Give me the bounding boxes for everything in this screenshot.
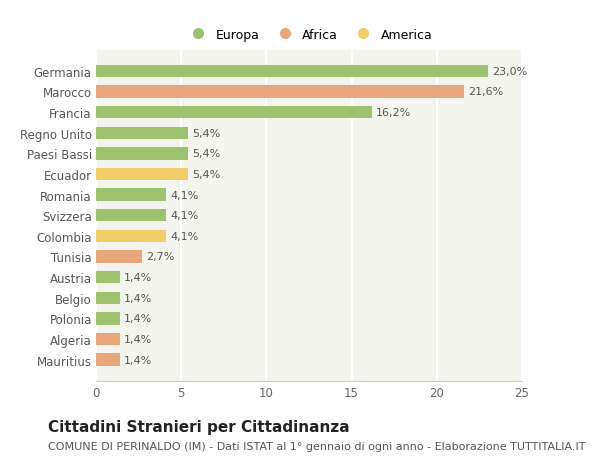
Bar (96, 230, 166, 242)
Bar (96, 66, 488, 78)
Bar (96, 333, 120, 345)
Text: 2,7%: 2,7% (146, 252, 175, 262)
Bar (96, 353, 120, 366)
Text: 1,4%: 1,4% (124, 273, 152, 282)
Text: 5,4%: 5,4% (192, 129, 221, 139)
Text: 1,4%: 1,4% (124, 313, 152, 324)
Text: 5,4%: 5,4% (192, 149, 221, 159)
Bar (96, 106, 372, 119)
Text: Cittadini Stranieri per Cittadinanza: Cittadini Stranieri per Cittadinanza (48, 419, 350, 434)
Text: 1,4%: 1,4% (124, 355, 152, 365)
Text: 4,1%: 4,1% (170, 231, 199, 241)
Bar (96, 313, 120, 325)
Text: 4,1%: 4,1% (170, 211, 199, 221)
Text: 1,4%: 1,4% (124, 334, 152, 344)
Text: 5,4%: 5,4% (192, 169, 221, 179)
Bar (96, 127, 188, 140)
Text: 21,6%: 21,6% (469, 87, 503, 97)
Text: 4,1%: 4,1% (170, 190, 199, 200)
Bar (96, 86, 464, 98)
Bar (96, 168, 188, 181)
Bar (96, 189, 166, 202)
Text: 23,0%: 23,0% (492, 67, 527, 77)
Bar (96, 148, 188, 160)
Bar (96, 210, 166, 222)
Bar (96, 271, 120, 284)
Legend: Europa, Africa, America: Europa, Africa, America (181, 24, 437, 47)
Text: COMUNE DI PERINALDO (IM) - Dati ISTAT al 1° gennaio di ogni anno - Elaborazione : COMUNE DI PERINALDO (IM) - Dati ISTAT al… (48, 441, 586, 451)
Text: 16,2%: 16,2% (376, 108, 412, 118)
Bar (96, 292, 120, 304)
Text: 1,4%: 1,4% (124, 293, 152, 303)
Bar (96, 251, 142, 263)
